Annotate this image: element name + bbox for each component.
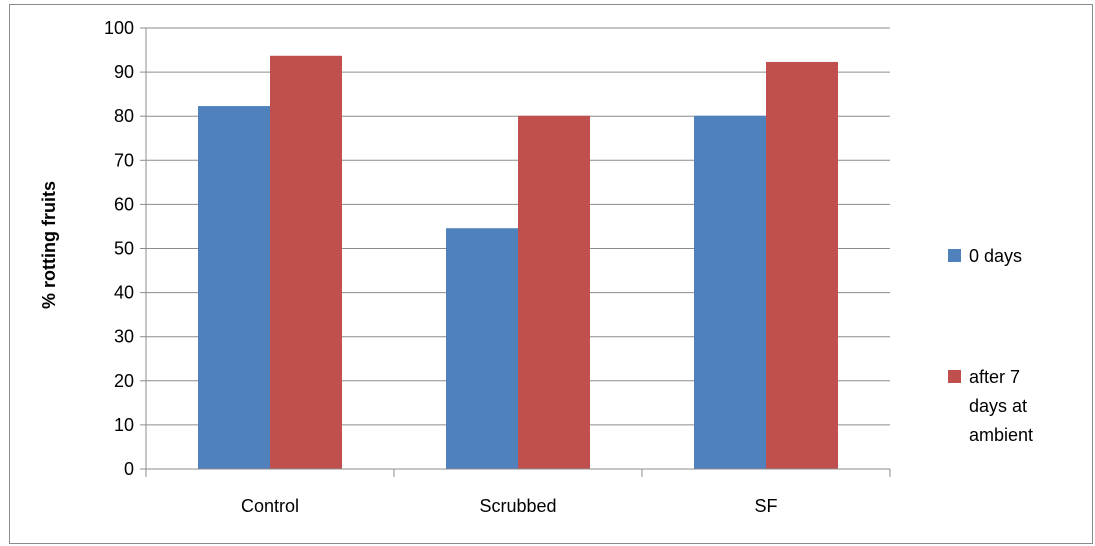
category-label: Scrubbed — [479, 496, 556, 516]
category-labels: Control Scrubbed SF — [241, 496, 778, 516]
y-axis-label: % rotting fruits — [39, 181, 59, 309]
legend-label: after 7 — [969, 367, 1020, 387]
legend-swatch-0 — [948, 249, 961, 262]
y-tick-label: 0 — [124, 459, 134, 479]
legend-label: ambient — [969, 425, 1033, 445]
legend-label: days at — [969, 396, 1027, 416]
y-tick-label: 10 — [114, 415, 134, 435]
category-label: Control — [241, 496, 299, 516]
legend-swatch-1 — [948, 370, 961, 383]
bar-scrubbed-series-1 — [518, 115, 590, 469]
axes — [140, 27, 891, 477]
y-tick-label: 50 — [114, 239, 134, 259]
y-tick-label: 90 — [114, 62, 134, 82]
legend: 0 days after 7 days at ambient — [948, 246, 1033, 445]
y-tick-label: 20 — [114, 371, 134, 391]
legend-label: 0 days — [969, 246, 1022, 266]
y-tick-label: 100 — [104, 18, 134, 38]
y-tick-labels: 0 10 20 30 40 50 60 70 80 90 100 — [104, 18, 134, 479]
y-tick-label: 60 — [114, 194, 134, 214]
y-tick-label: 70 — [114, 150, 134, 170]
bar-sf-series-1 — [766, 61, 838, 469]
bar-scrubbed-series-0 — [446, 228, 518, 469]
bar-control-series-1 — [270, 55, 342, 470]
bars — [198, 55, 838, 470]
y-tick-label: 30 — [114, 327, 134, 347]
category-label: SF — [754, 496, 777, 516]
y-tick-label: 80 — [114, 106, 134, 126]
y-tick-label: 40 — [114, 283, 134, 303]
bar-sf-series-0 — [694, 115, 766, 469]
bar-control-series-0 — [198, 106, 270, 469]
